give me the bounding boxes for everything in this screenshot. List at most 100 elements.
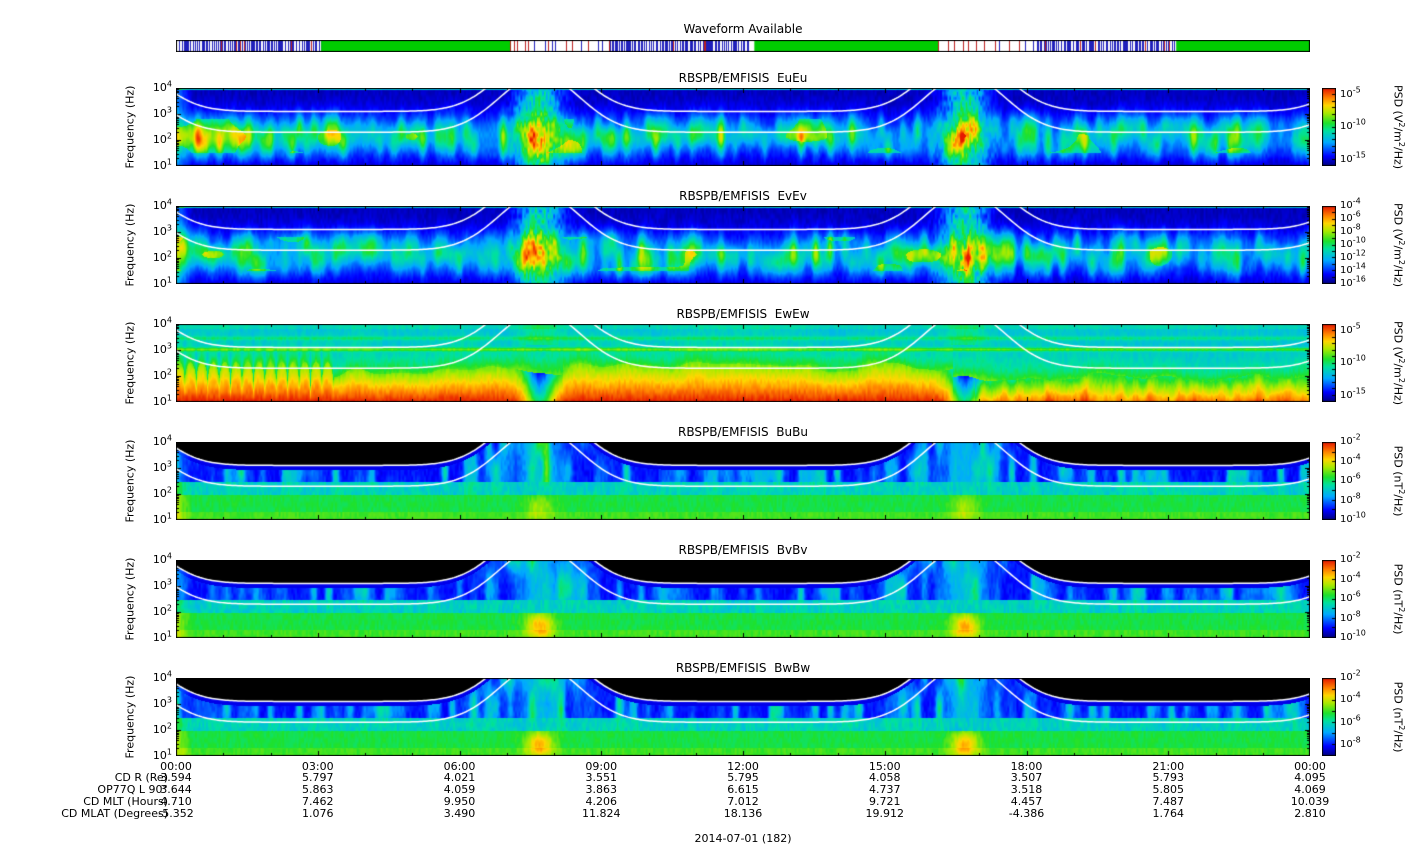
panel-EuEu: RBSPB/EMFISIS EuEu Frequency (Hz) PSD (V… (0, 71, 1408, 172)
y-tick-label: 102 (152, 249, 172, 264)
colorbar-tick-label: 10-8 (1340, 222, 1361, 237)
colorbar-tick-label: 10-10 (1340, 353, 1366, 368)
y-tick-label: 101 (152, 393, 172, 408)
colorbar-tick-label: 10-6 (1340, 471, 1361, 486)
ephemeris-value: 1.764 (1152, 807, 1185, 820)
colorbar-tick-label: 10-4 (1340, 452, 1361, 467)
panel-title: RBSPB/EMFISIS EvEv (679, 189, 807, 203)
y-axis-label: Frequency (Hz) (123, 439, 137, 523)
ephemeris-value: 6.615 (727, 783, 759, 796)
spectrogram-canvas (176, 88, 1310, 166)
waveform-available-title: Waveform Available (683, 22, 803, 36)
colorbar-tick-label: 10-6 (1340, 589, 1361, 604)
y-tick-label: 102 (152, 721, 172, 736)
colorbar-tick-label: 10-4 (1340, 690, 1361, 706)
ephemeris-value: 19.912 (865, 807, 905, 820)
y-tick-label: 101 (152, 629, 172, 644)
colorbar (1322, 324, 1336, 402)
colorbar-tick-label: 10-14 (1340, 261, 1366, 276)
time-tick-label: 12:00 (727, 760, 759, 773)
spectrogram-canvas (176, 324, 1310, 402)
time-tick-label: 06:00 (443, 760, 476, 773)
ephemeris-value: 10.039 (1290, 795, 1330, 808)
colorbar-label: PSD (V2/m2/Hz) (1391, 84, 1407, 170)
ephemeris-value: 3.507 (1010, 771, 1043, 784)
time-tick-label: 00:00 (1294, 760, 1326, 773)
spectrogram-canvas (176, 678, 1310, 756)
colorbar-tick-label: 10-10 (1340, 628, 1366, 643)
y-tick-label: 102 (152, 367, 172, 382)
date-label: 2014-07-01 (182) (694, 832, 792, 845)
panel-title: RBSPB/EMFISIS EuEu (678, 71, 808, 85)
ephemeris-value: 5.797 (302, 771, 334, 784)
ephemeris-value: 4.206 (585, 795, 618, 808)
ephemeris-row-label: CD MLAT (Degrees) (61, 807, 168, 820)
spectrogram-canvas (176, 206, 1310, 284)
y-tick-label: 101 (152, 747, 172, 762)
waveform-availability-bar (176, 40, 1310, 52)
y-tick-label: 104 (152, 197, 172, 212)
colorbar (1322, 206, 1336, 284)
ephemeris-value: 3.518 (1010, 783, 1043, 796)
colorbar-tick-label: 10-5 (1340, 85, 1361, 100)
ephemeris-value: 4.059 (443, 783, 476, 796)
time-tick-label: 21:00 (1152, 760, 1185, 773)
ephemeris-value: -4.386 (1008, 807, 1045, 820)
colorbar-tick-label: 10-6 (1340, 209, 1361, 224)
ephemeris-value: 9.950 (443, 795, 476, 808)
y-axis-label: Frequency (Hz) (123, 85, 137, 169)
y-tick-label: 104 (152, 551, 172, 566)
y-axis-label: Frequency (Hz) (123, 675, 137, 759)
colorbar-tick-label: 10-6 (1340, 713, 1361, 728)
ephemeris-value: 4.710 (160, 795, 192, 808)
ephemeris-value: 7.487 (1152, 795, 1185, 808)
y-tick-label: 101 (152, 157, 172, 172)
ephemeris-value: 1.076 (302, 807, 334, 820)
panel-BvBv: RBSPB/EMFISIS BvBv Frequency (Hz) PSD (n… (0, 543, 1408, 644)
y-tick-label: 103 (152, 459, 172, 474)
colorbar-tick-label: 10-10 (1340, 235, 1366, 250)
colorbar (1322, 560, 1336, 638)
ephemeris-value: 18.136 (723, 807, 763, 820)
panel-BwBw: RBSPB/EMFISIS BwBw Frequency (Hz) PSD (n… (0, 661, 1408, 762)
colorbar-tick-label: 10-4 (1340, 570, 1361, 585)
time-tick-label: 15:00 (868, 760, 901, 773)
spectrogram-canvas (176, 442, 1310, 520)
colorbar (1322, 88, 1336, 166)
colorbar-tick-label: 10-4 (1340, 196, 1361, 211)
ephemeris-table: CD R (Re) 3.594 5.797 4.021 3.551 5.795 4.058 3… (0, 772, 1408, 822)
y-tick-label: 103 (152, 577, 172, 592)
ephemeris-value: 4.457 (1010, 795, 1043, 808)
ephemeris-value: 9.721 (869, 795, 901, 808)
y-axis-label: Frequency (Hz) (123, 557, 137, 641)
time-tick-label: 09:00 (585, 760, 618, 773)
y-tick-label: 104 (152, 315, 172, 330)
y-tick-label: 103 (152, 105, 172, 120)
ephemeris-value: 7.462 (302, 795, 334, 808)
y-tick-label: 104 (152, 669, 172, 684)
colorbar-tick-label: 10-12 (1340, 248, 1366, 263)
y-tick-label: 104 (152, 79, 172, 94)
y-tick-label: 101 (152, 511, 172, 526)
colorbar-label: PSD (nT2/Hz) (1391, 681, 1407, 753)
ephemeris-value: 5.805 (1152, 783, 1185, 796)
colorbar-tick-label: 10-8 (1340, 735, 1361, 750)
colorbar-tick-label: 10-15 (1340, 386, 1366, 401)
colorbar-tick-label: 10-2 (1340, 432, 1361, 447)
ephemeris-value: 4.737 (869, 783, 901, 796)
panel-EvEv: RBSPB/EMFISIS EvEv Frequency (Hz) PSD (V… (0, 189, 1408, 290)
colorbar (1322, 442, 1336, 520)
ephemeris-value: 5.795 (727, 771, 759, 784)
ephemeris-value: 3.863 (585, 783, 618, 796)
colorbar-label: PSD (V2/m2/Hz) (1391, 320, 1407, 406)
time-tick-label: 00:00 (160, 760, 192, 773)
colorbar-label: PSD (V2/m2/Hz) (1391, 202, 1407, 288)
ephemeris-row-label: CD MLT (Hours) (83, 795, 168, 808)
y-tick-label: 104 (152, 433, 172, 448)
colorbar-tick-label: 10-5 (1340, 321, 1361, 336)
spectrogram-canvas (176, 560, 1310, 638)
y-axis-label: Frequency (Hz) (123, 203, 137, 287)
ephemeris-value: 7.012 (727, 795, 759, 808)
ephemeris-value: 4.058 (869, 771, 901, 784)
y-tick-label: 101 (152, 275, 172, 290)
